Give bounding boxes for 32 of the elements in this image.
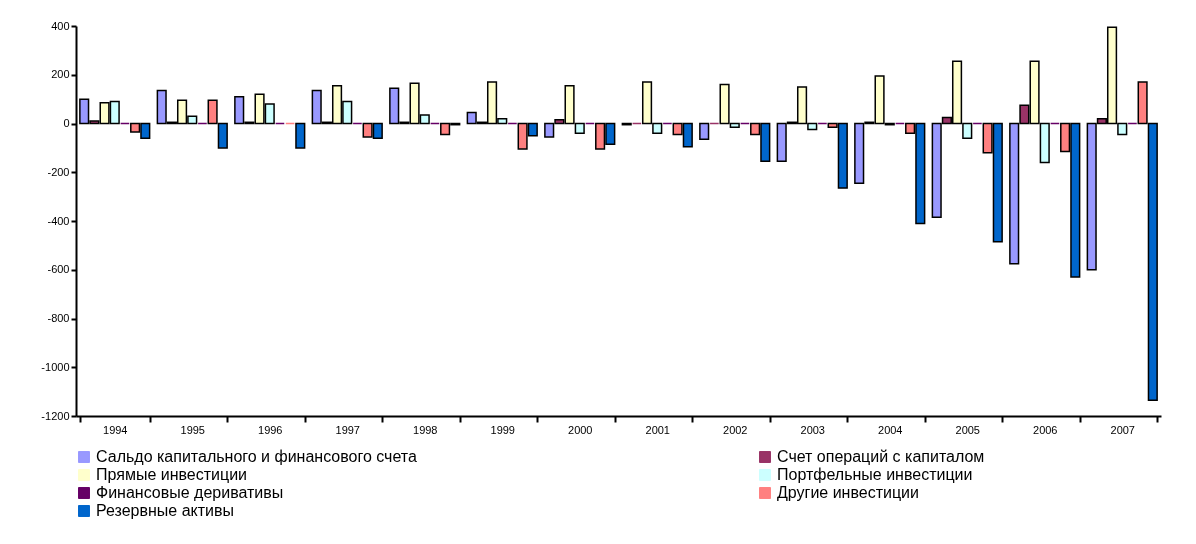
x-tick-label: 1996 xyxy=(258,423,283,436)
y-tick-label: 0 xyxy=(63,117,70,129)
x-tick-label: 1994 xyxy=(103,423,128,436)
y-tick-label: -800 xyxy=(47,312,70,324)
x-tick-label: 2004 xyxy=(878,423,903,436)
x-tick-label: 2007 xyxy=(1110,423,1135,436)
x-tick-label: 1997 xyxy=(335,423,360,436)
legend-label: Портфельные инвестиции xyxy=(777,466,973,483)
x-tick-label: 1995 xyxy=(180,423,205,436)
legend-label: Счет операций с капиталом xyxy=(777,448,985,465)
y-tick-label: -1200 xyxy=(41,409,70,422)
bar xyxy=(699,122,710,141)
x-tick-label: 2005 xyxy=(955,423,980,436)
legend-label: Финансовые деривативы xyxy=(96,484,284,501)
y-tick-label: -400 xyxy=(47,214,70,227)
y-tick-label: -600 xyxy=(47,263,70,276)
legend-label: Сальдо капитального и финансового счета xyxy=(96,448,417,465)
legend-label: Другие инвестиции xyxy=(777,484,919,501)
x-tick-label: 2000 xyxy=(568,423,593,436)
bar xyxy=(295,122,306,149)
x-tick-label: 2001 xyxy=(645,423,670,436)
x-tick-label: 1998 xyxy=(413,423,438,436)
legend-label: Прямые инвестиции xyxy=(96,466,248,483)
y-tick-label: -1000 xyxy=(41,360,70,373)
x-tick-label: 1999 xyxy=(490,423,515,436)
x-tick-label: 2002 xyxy=(723,423,748,436)
y-tick-label: 400 xyxy=(51,19,70,32)
y-tick-label: 200 xyxy=(51,68,70,81)
legend-label: Резервные активы xyxy=(96,502,234,519)
y-tick-label: -200 xyxy=(47,165,70,178)
x-tick-label: 2006 xyxy=(1033,423,1058,436)
x-tick-label: 2003 xyxy=(800,423,825,436)
